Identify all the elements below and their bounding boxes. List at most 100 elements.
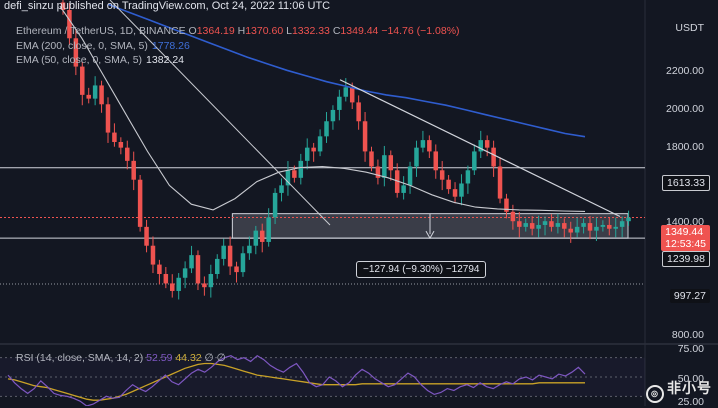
candle-body (594, 226, 599, 231)
candle-body (510, 211, 516, 222)
candle-body (356, 102, 361, 122)
watermark-logo-icon: ◎ (646, 385, 664, 403)
current-price-tag: 1349.44 12:53:45 (661, 225, 710, 251)
candle-body (137, 179, 143, 227)
support-tag: 1239.98 (662, 251, 710, 267)
candle-body (362, 121, 368, 152)
candle-body (92, 85, 98, 99)
candlesticks (60, 0, 631, 300)
rsi-ma-line (7, 362, 585, 401)
candle-body (568, 228, 573, 233)
candle-body (80, 66, 85, 95)
current-price: 1349.44 (665, 226, 704, 238)
candle-body (626, 217, 631, 222)
candle-body (407, 166, 413, 186)
candle-body (189, 255, 194, 269)
ema50-label: EMA (50, close, 0, SMA, 5) (16, 54, 143, 66)
candle-body (285, 170, 291, 186)
candle-body (60, 2, 66, 10)
rsi-value: 52.59 (146, 352, 173, 364)
candle-body (125, 147, 130, 161)
candle-body (157, 264, 162, 274)
rsi-line (7, 354, 586, 406)
candle-body (517, 221, 522, 227)
candle-body (478, 140, 484, 152)
candle-body (439, 170, 445, 180)
candle-body (452, 189, 458, 197)
low-level-tag: 997.27 (669, 289, 710, 303)
candle-body (446, 179, 451, 190)
symbol-name: Ethereum / TetherUS, 1D, BINANCE (16, 25, 186, 37)
bar-countdown: 12:53:45 (665, 238, 706, 250)
candle-body (67, 10, 72, 39)
candle-body (240, 253, 246, 273)
candle-body (574, 226, 580, 233)
candle-body (214, 258, 220, 274)
candle-body (176, 277, 181, 291)
rsi-na-1: ∅ (204, 352, 214, 364)
descending-trendline (339, 79, 621, 218)
candle-body (118, 142, 124, 148)
publish-line: defi_sinzu published on TradingView.com,… (4, 0, 331, 12)
candle-body (227, 245, 233, 267)
candle-body (375, 166, 381, 178)
rsi-label: RSI (14, close, SMA, 14, 2) (16, 352, 144, 364)
candle-body (536, 224, 541, 229)
candle-body (317, 136, 323, 152)
candle-body (619, 221, 625, 227)
candle-body (427, 140, 432, 152)
candle-body (542, 221, 548, 225)
ema50-value: 1382.24 (146, 54, 185, 66)
candle-body (343, 87, 349, 97)
candle-body (523, 223, 528, 227)
candle-body (195, 255, 201, 284)
candle-body (292, 170, 297, 178)
candle-body (555, 223, 561, 227)
measure-arrowhead (425, 230, 435, 240)
candle-body (324, 121, 329, 137)
ema50-tail-line (109, 0, 331, 226)
candle-body (266, 217, 271, 242)
drawings (109, 0, 621, 240)
candle-body (581, 223, 586, 227)
candle-body (433, 151, 439, 171)
candle-body (459, 183, 464, 197)
rsi-na-2: ∅ (216, 352, 226, 364)
candle-body (304, 147, 310, 161)
low-value: 1332.33 (291, 25, 330, 37)
rsi-legend[interactable]: RSI (14, close, SMA, 14, 2) 52.59 44.32 … (16, 352, 226, 364)
candle-body (279, 185, 284, 193)
rsi-tick-25: 25.00 (677, 396, 704, 408)
price-tick-2200: 2200.00 (666, 65, 704, 77)
candle-body (607, 224, 612, 229)
price-tick-800: 800.00 (671, 329, 704, 341)
candle-body (414, 147, 419, 167)
candle-body (401, 185, 406, 193)
symbol-legend[interactable]: Ethereum / TetherUS, 1D, BINANCE O1364.1… (16, 25, 460, 37)
candle-body (99, 85, 104, 105)
candle-body (497, 166, 503, 199)
candle-body (600, 224, 606, 227)
rsi-ma-value: 44.32 (175, 352, 202, 364)
ema200-value: 1778.26 (151, 40, 190, 52)
candle-body (298, 160, 304, 178)
candle-body (150, 245, 156, 265)
candle-body (484, 140, 490, 148)
candle-body (202, 283, 207, 288)
ema50-legend[interactable]: EMA (50, close, 0, SMA, 5) 1382.24 (16, 54, 184, 66)
currency-label: USDT (675, 22, 704, 34)
candle-body (131, 160, 136, 180)
ema200-legend[interactable]: EMA (200, close, 0, SMA, 5) 1778.26 (16, 40, 190, 52)
ema200-label: EMA (200, close, 0, SMA, 5) (16, 40, 148, 52)
candle-body (420, 140, 426, 148)
candle-body (587, 223, 593, 231)
low-label: L (286, 25, 292, 37)
candle-body (472, 151, 477, 171)
candle-body (337, 96, 342, 110)
close-label: C (332, 25, 341, 37)
watermark-text: 非小号 (667, 380, 712, 396)
candle-body (529, 223, 535, 229)
high-label: H (237, 25, 246, 37)
